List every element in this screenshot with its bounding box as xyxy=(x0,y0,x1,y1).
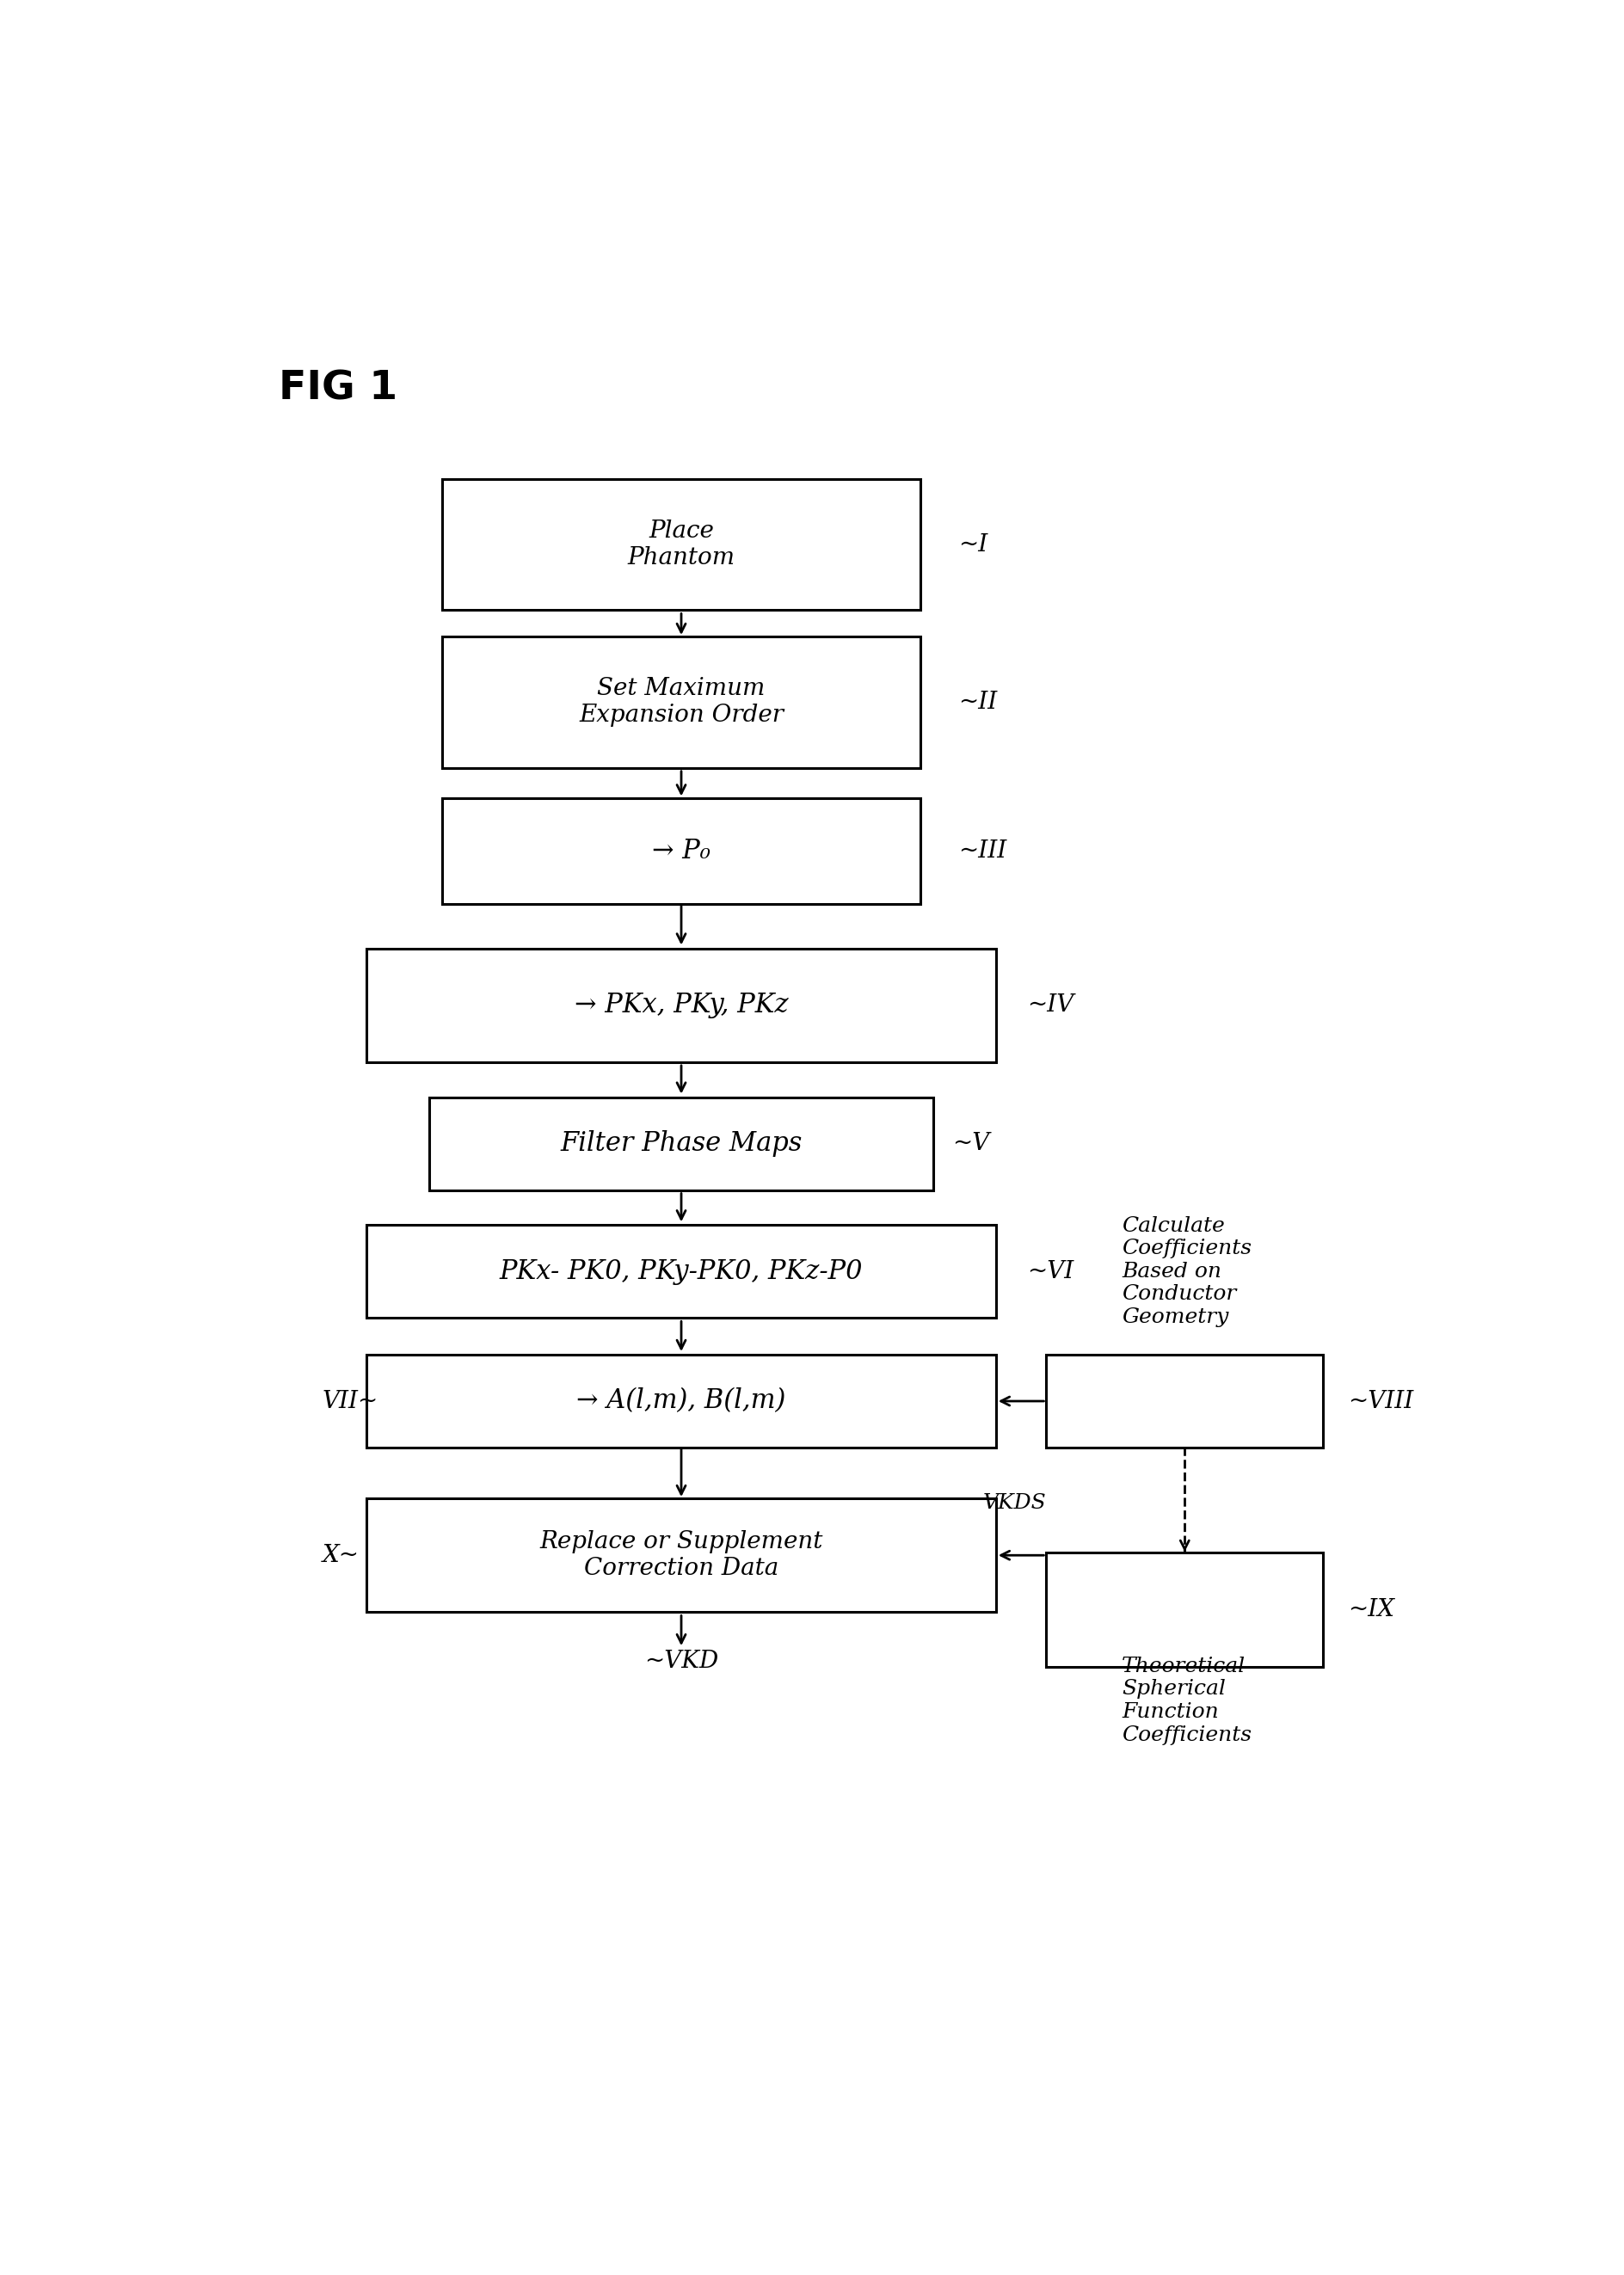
Text: Calculate
Coefficients
Based on
Conductor
Geometry: Calculate Coefficients Based on Conducto… xyxy=(1122,1215,1252,1326)
Text: → P₀: → P₀ xyxy=(651,837,711,864)
Bar xyxy=(429,1097,932,1190)
Bar xyxy=(442,799,921,903)
Text: FIG 1: FIG 1 xyxy=(279,369,398,407)
Text: Theoretical
Spherical
Function
Coefficients: Theoretical Spherical Function Coefficie… xyxy=(1122,1656,1252,1745)
Text: Filter Phase Maps: Filter Phase Maps xyxy=(560,1131,802,1158)
Text: Set Maximum
Expansion Order: Set Maximum Expansion Order xyxy=(578,678,784,728)
Text: ~V: ~V xyxy=(952,1133,989,1156)
Bar xyxy=(1046,1354,1324,1447)
Text: X~: X~ xyxy=(323,1545,359,1567)
Bar xyxy=(367,949,996,1062)
Text: PKx- PK0, PKy-PK0, PKz-P0: PKx- PK0, PKy-PK0, PKz-P0 xyxy=(500,1258,862,1285)
Text: Replace or Supplement
Correction Data: Replace or Supplement Correction Data xyxy=(539,1531,823,1581)
Text: ~VI: ~VI xyxy=(1028,1260,1073,1283)
Text: Place
Phantom: Place Phantom xyxy=(627,519,736,569)
Text: ~VIII: ~VIII xyxy=(1348,1390,1415,1413)
Bar xyxy=(1046,1552,1324,1668)
Text: ~IV: ~IV xyxy=(1028,994,1073,1017)
Bar xyxy=(367,1499,996,1613)
Text: VKDS: VKDS xyxy=(983,1492,1046,1513)
Bar xyxy=(442,478,921,610)
Text: ~VKD: ~VKD xyxy=(645,1649,718,1672)
Text: ~I: ~I xyxy=(958,532,987,555)
Text: → PKx, PKy, PKz: → PKx, PKy, PKz xyxy=(575,992,788,1019)
Text: ~IX: ~IX xyxy=(1348,1597,1395,1622)
Text: ~III: ~III xyxy=(958,839,1007,862)
Bar xyxy=(367,1354,996,1447)
Bar xyxy=(442,637,921,769)
Text: → A(l,m), B(l,m): → A(l,m), B(l,m) xyxy=(577,1388,786,1415)
Text: VII~: VII~ xyxy=(323,1390,378,1413)
Bar xyxy=(367,1224,996,1317)
Text: ~II: ~II xyxy=(958,692,997,714)
